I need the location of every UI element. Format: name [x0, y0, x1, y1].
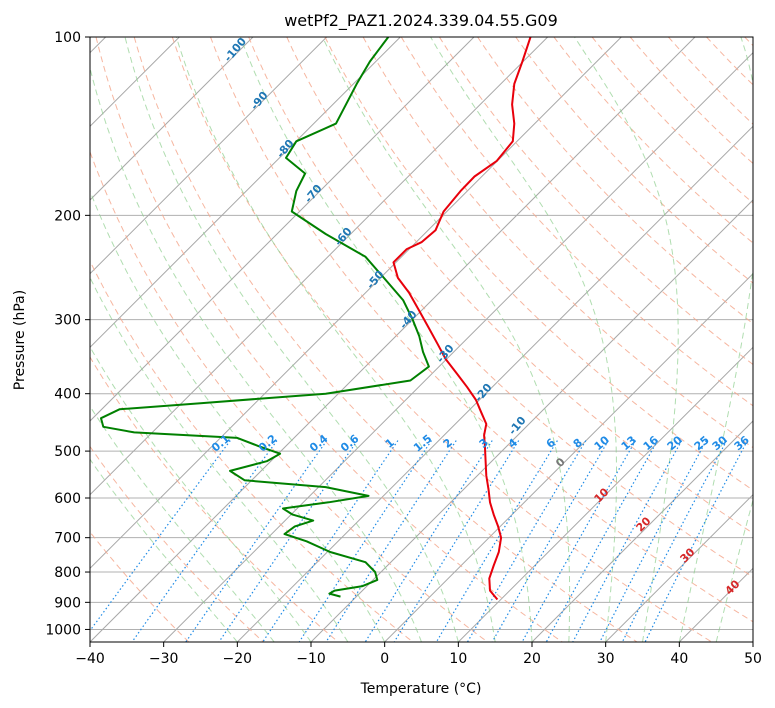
isotherm-line	[163, 51, 753, 642]
dry-adiabat-line	[133, 37, 638, 642]
x-tick-label: −30	[149, 651, 179, 667]
dry-adiabat-line	[248, 37, 753, 578]
moist-adiabat-line	[90, 189, 386, 642]
moist-adiabat-line	[678, 37, 753, 642]
moist-adiabat-line	[90, 405, 275, 642]
x-tick-label: 50	[744, 651, 762, 667]
moist-adiabat-line	[90, 458, 238, 642]
y-tick-label: 800	[54, 565, 81, 581]
dry-adiabat-line	[90, 445, 264, 642]
moist-adiabat-line	[124, 37, 459, 642]
dry-adiabat-line	[90, 356, 339, 642]
mixing-ratio-line	[621, 440, 728, 642]
dry-adiabat-line	[324, 37, 753, 491]
mixing-ratio-line	[393, 440, 520, 642]
moist-adiabat-line	[322, 37, 571, 642]
y-tick-label: 400	[54, 387, 81, 403]
mixing-ratio-line	[262, 440, 399, 642]
mixing-ratio-line	[466, 440, 587, 642]
isotherm-line	[605, 493, 753, 642]
mixing-ratio-line	[185, 440, 328, 642]
chart-title: wetPf2_PAZ1.2024.339.04.55.G09	[284, 11, 558, 31]
moist-adiabat-line	[175, 37, 496, 642]
y-tick-label: 700	[54, 531, 81, 547]
isotherm-line	[90, 37, 401, 349]
y-tick-label: 500	[54, 444, 81, 460]
x-axis-label: Temperature (°C)	[360, 681, 482, 697]
dewpoint-profile-line	[100, 37, 430, 598]
moist-adiabat-line	[574, 37, 679, 642]
mixing-ratio-line	[364, 440, 493, 642]
y-tick-label: 300	[54, 313, 81, 329]
moist-adiabat-line	[90, 276, 349, 642]
mixing-ratio-line	[545, 440, 659, 642]
mixing-ratio-line	[131, 440, 278, 642]
isotherm-line	[90, 37, 622, 570]
isotherm-line	[90, 37, 549, 496]
plot-frame	[89, 36, 754, 643]
y-tick-label: 900	[54, 595, 81, 611]
moist-adiabat-line	[430, 37, 617, 642]
x-tick-label: 30	[597, 651, 615, 667]
isotherm-line	[90, 37, 328, 275]
dry-adiabat-line	[286, 37, 753, 534]
dry-adiabat-line	[90, 259, 414, 642]
moist-adiabat-line	[90, 345, 312, 642]
y-tick-label: 100	[54, 30, 81, 46]
isotherm-line	[531, 420, 753, 642]
moist-adiabat-line	[715, 498, 753, 642]
x-tick-label: 0	[380, 651, 389, 667]
x-tick-label: −20	[223, 651, 253, 667]
isotherm-line	[90, 37, 475, 422]
isotherm-line	[236, 125, 753, 642]
mixing-ratio-line	[90, 440, 231, 632]
y-tick-label: 200	[54, 208, 81, 224]
dry-adiabat-line	[438, 37, 753, 366]
x-tick-label: 10	[449, 651, 467, 667]
isotherm-line	[384, 272, 753, 642]
mixing-ratio-line	[572, 440, 683, 642]
mixing-ratio-line	[644, 440, 748, 642]
profile-series	[100, 37, 532, 601]
x-tick-label: −10	[296, 651, 326, 667]
x-tick-label: −40	[75, 651, 105, 667]
x-tick-label: 20	[523, 651, 541, 667]
y-tick-label: 1000	[45, 622, 81, 638]
dry-adiabat-line	[477, 37, 753, 325]
y-tick-label: 600	[54, 491, 81, 507]
temperature-profile-line	[392, 37, 532, 601]
y-axis-ticks: 100 200 300 400 500 600 700 800 900 1000	[45, 30, 90, 638]
dry-adiabat-line	[171, 37, 712, 642]
x-axis-ticks: −40 −30 −20 −10 0 10 20 30 40 50	[75, 642, 762, 667]
dry-adiabat-line	[95, 37, 563, 642]
mixing-ratio-line	[435, 440, 558, 642]
x-tick-label: 40	[670, 651, 688, 667]
mixing-ratio-line	[491, 440, 609, 642]
dry-adiabat-line	[210, 37, 753, 623]
dry-adiabat-line	[90, 150, 488, 642]
y-axis-label: Pressure (hPa)	[12, 290, 28, 390]
isotherm-line	[90, 37, 254, 201]
mixing-ratio-line	[599, 440, 707, 642]
moist-adiabat-line	[239, 37, 533, 642]
isotherm-line	[457, 346, 753, 642]
